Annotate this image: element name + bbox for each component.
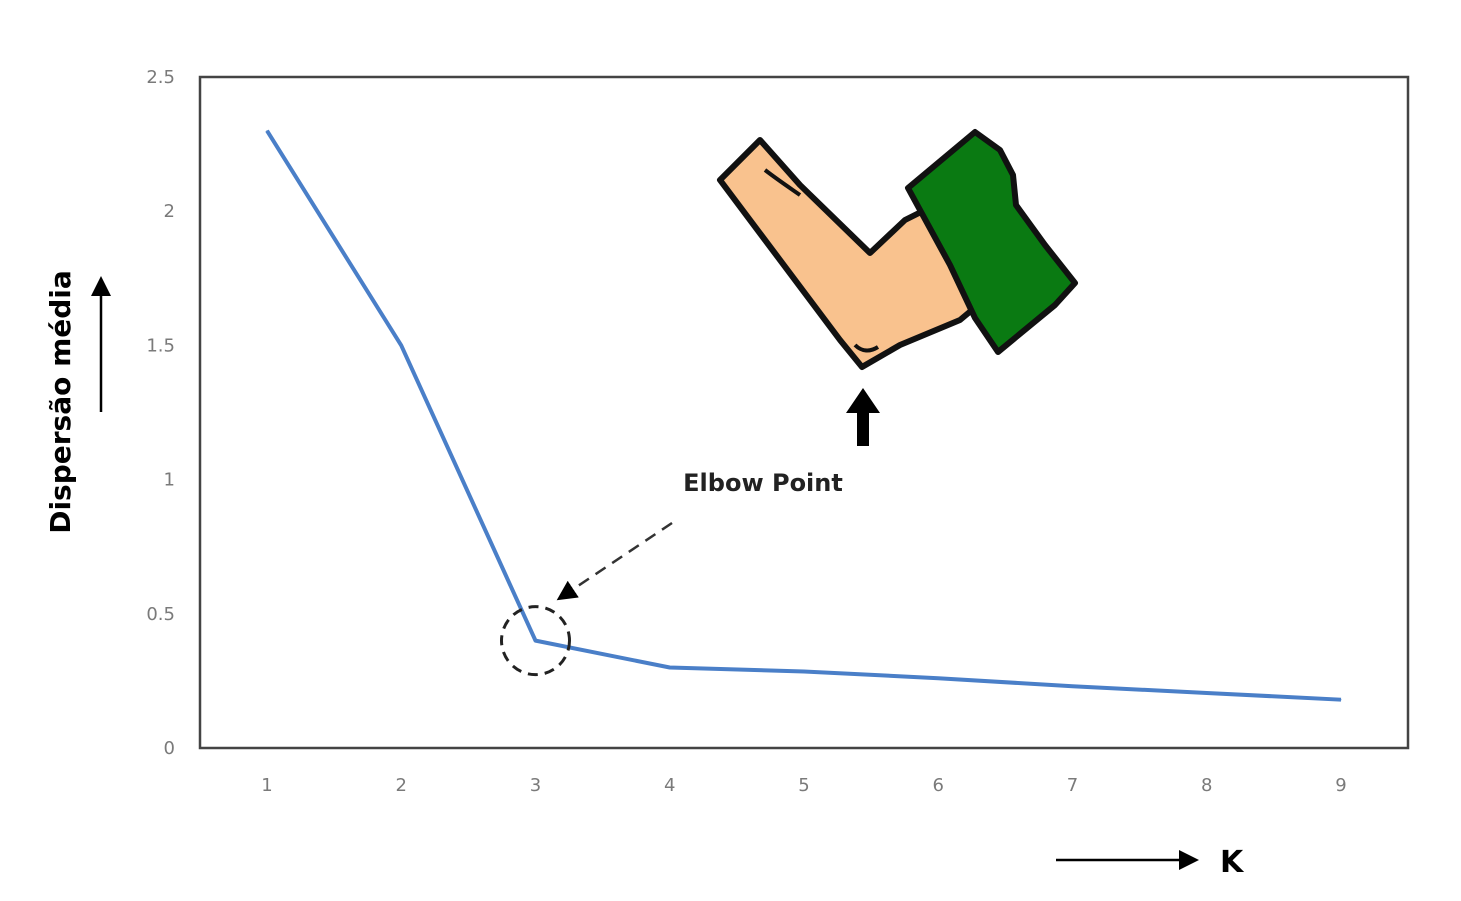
x-tick-label: 7 <box>1067 775 1078 796</box>
y-axis-label: Dispersão média <box>44 270 77 534</box>
y-tick-label: 1.5 <box>146 335 175 356</box>
data-point <box>669 666 671 668</box>
x-axis-label: K <box>1220 845 1245 880</box>
x-tick-label: 3 <box>530 775 541 796</box>
data-point <box>1340 699 1342 701</box>
elbow-point-annotation: Elbow Point <box>683 469 843 497</box>
y-tick-label: 1 <box>164 470 175 491</box>
elbow-marker-circle <box>500 605 571 677</box>
x-tick-label: 9 <box>1335 775 1346 796</box>
x-tick-label: 4 <box>664 775 675 796</box>
data-point <box>266 130 268 132</box>
data-point <box>400 344 402 346</box>
data-point <box>1206 692 1208 694</box>
data-point <box>803 671 805 673</box>
annotation-arrow <box>556 521 673 601</box>
plot-frame <box>198 75 1410 750</box>
x-tick-label: 1 <box>261 775 272 796</box>
y-tick-label: 2.5 <box>146 67 175 88</box>
y-tick-label: 0.5 <box>146 604 175 625</box>
data-point <box>535 640 536 642</box>
x-tick-label: 6 <box>933 775 944 796</box>
x-tick-label: 2 <box>396 775 407 796</box>
data-point <box>1072 685 1073 687</box>
x-tick-label: 5 <box>798 775 809 796</box>
elbow-arm-icon <box>717 129 1078 446</box>
data-point <box>937 677 939 679</box>
y-tick-label: 2 <box>164 201 175 222</box>
y-tick-label: 0 <box>164 738 175 759</box>
y-tick-labels: 0 0.5 1 1.5 2 2.5 <box>146 67 175 759</box>
data-points <box>266 130 1342 701</box>
x-tick-labels: 1 2 3 4 5 6 7 8 9 <box>261 775 1346 796</box>
x-tick-label: 8 <box>1201 775 1212 796</box>
